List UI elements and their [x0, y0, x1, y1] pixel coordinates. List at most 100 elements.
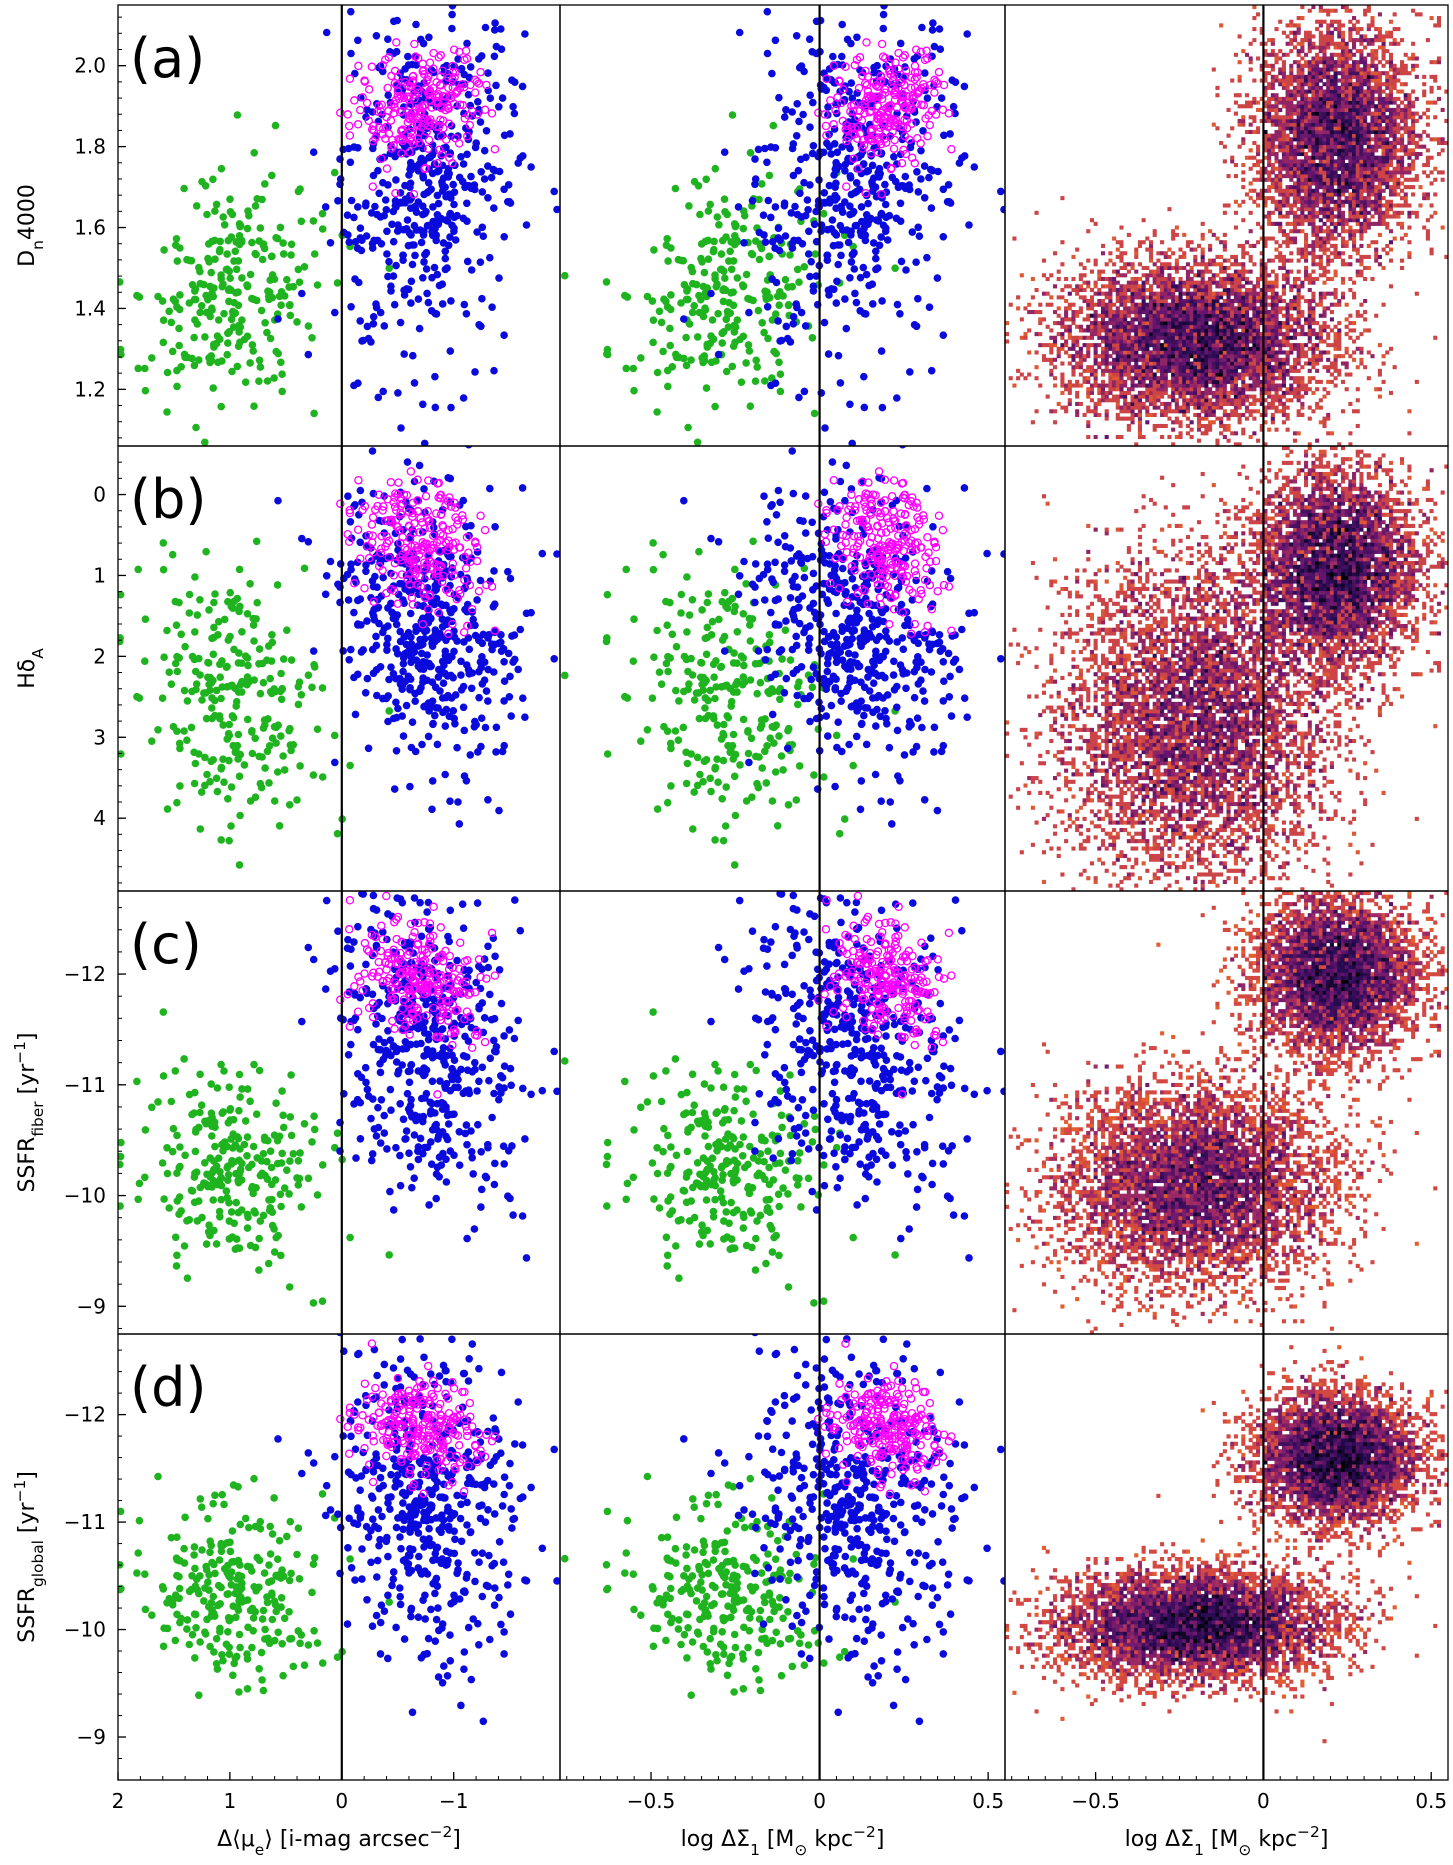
heatmap-cell — [1052, 357, 1058, 362]
heatmap-cell — [1388, 185, 1394, 190]
heatmap-cell — [1300, 96, 1305, 101]
heatmap-cell — [1355, 82, 1360, 87]
heatmap-cell — [1381, 107, 1386, 112]
heatmap-cell — [1064, 310, 1069, 315]
heatmap-cell — [1385, 85, 1390, 90]
heatmap-cell — [1388, 174, 1394, 179]
heatmap-cell — [1340, 214, 1346, 219]
heatmap-cell — [1311, 295, 1316, 300]
heatmap-cell — [1274, 276, 1279, 282]
heatmap-cell — [1182, 306, 1187, 311]
heatmap-cell — [1418, 137, 1423, 142]
heatmap-cell — [1278, 368, 1283, 373]
heatmap-cell — [1130, 865, 1135, 870]
heatmap-cell — [1403, 126, 1408, 131]
heatmap-cell — [1385, 137, 1390, 142]
heatmap-cell — [1148, 299, 1154, 304]
heatmap-cell — [1086, 346, 1091, 351]
heatmap-cell — [1241, 387, 1246, 392]
heatmap-cell — [1326, 247, 1331, 252]
heatmap-cell — [1285, 137, 1290, 142]
heatmap-cell — [1219, 416, 1224, 421]
heatmap-cell — [1411, 140, 1416, 146]
heatmap-cell — [1322, 185, 1327, 190]
heatmap-cell — [1263, 850, 1268, 855]
heatmap-cell — [1211, 302, 1216, 307]
heatmap-cell — [1304, 166, 1309, 171]
heatmap-cell — [1403, 232, 1408, 237]
heatmap-cell — [1160, 280, 1165, 285]
heatmap-cell — [1178, 434, 1183, 440]
heatmap-cell — [1174, 287, 1179, 293]
heatmap-cell — [1182, 291, 1187, 296]
heatmap-cell — [1307, 159, 1312, 164]
heatmap-cell — [1281, 276, 1286, 282]
heatmap-cell — [1259, 236, 1264, 241]
heatmap-cell — [1182, 324, 1187, 329]
heatmap-cell — [1104, 368, 1109, 373]
heatmap-cell — [1171, 280, 1176, 285]
heatmap-cell — [1108, 339, 1113, 344]
heatmap-cell — [1267, 170, 1272, 175]
heatmap-cell — [1292, 133, 1298, 138]
heatmap-cell — [1381, 379, 1386, 384]
heatmap-cell — [1396, 27, 1401, 32]
heatmap-cell — [1226, 412, 1231, 418]
heatmap-cell — [1292, 321, 1298, 326]
heatmap-cell — [1285, 324, 1290, 329]
heatmap-cell — [1311, 229, 1316, 234]
heatmap-cell — [1307, 63, 1312, 68]
heatmap-cell — [1215, 368, 1220, 373]
heatmap-cell — [1196, 354, 1202, 359]
heatmap-cell — [1307, 218, 1312, 223]
heatmap-cell — [1078, 276, 1083, 282]
heatmap-cell — [1182, 383, 1187, 388]
heatmap-cell — [1082, 868, 1087, 873]
heatmap-cell — [1270, 280, 1275, 285]
heatmap-cell — [1281, 126, 1286, 131]
heatmap-cell — [1222, 376, 1227, 381]
heatmap-cell — [1278, 401, 1283, 406]
heatmap-cell — [1093, 434, 1098, 440]
heatmap-cell — [1289, 78, 1294, 83]
heatmap-cell — [1178, 310, 1183, 315]
heatmap-cell — [1237, 346, 1242, 351]
heatmap-cell — [1311, 317, 1316, 322]
heatmap-cell — [1100, 387, 1106, 392]
heatmap-cell — [1119, 291, 1124, 296]
heatmap-cell — [1296, 229, 1301, 234]
heatmap-cell — [1289, 269, 1294, 274]
heatmap-cell — [1156, 376, 1161, 381]
heatmap-cell — [1425, 38, 1430, 43]
heatmap-cell — [1137, 412, 1142, 418]
heatmap-cell — [1152, 876, 1157, 881]
heatmap-cell — [1281, 155, 1286, 160]
heatmap-cell — [1156, 346, 1161, 351]
heatmap-cell — [1230, 868, 1235, 873]
heatmap-cell — [1219, 861, 1224, 866]
heatmap-cell — [1311, 89, 1316, 94]
heatmap-cell — [1193, 287, 1198, 293]
heatmap-cell — [1304, 258, 1309, 263]
heatmap-cell — [1233, 276, 1238, 282]
heatmap-cell — [1215, 254, 1220, 259]
heatmap-cell — [1304, 199, 1309, 204]
heatmap-cell — [1311, 85, 1316, 90]
heatmap-layer — [1005, 5, 1449, 1744]
heatmap-cell — [1034, 287, 1039, 293]
heatmap-cell — [1366, 96, 1371, 101]
heatmap-cell — [1200, 262, 1205, 267]
heatmap-cell — [1259, 67, 1264, 72]
heatmap-cell — [1230, 126, 1235, 131]
heatmap-cell — [1086, 299, 1091, 304]
heatmap-cell — [1137, 287, 1142, 293]
heatmap-cell — [1292, 317, 1298, 322]
heatmap-cell — [1230, 343, 1235, 348]
heatmap-cell — [1285, 199, 1290, 204]
heatmap-cell — [1377, 188, 1382, 193]
heatmap-cell — [1370, 100, 1375, 105]
heatmap-cell — [1315, 129, 1320, 135]
heatmap-cell — [1241, 302, 1246, 307]
heatmap-cell — [1148, 357, 1154, 362]
heatmap-cell — [1337, 207, 1342, 212]
